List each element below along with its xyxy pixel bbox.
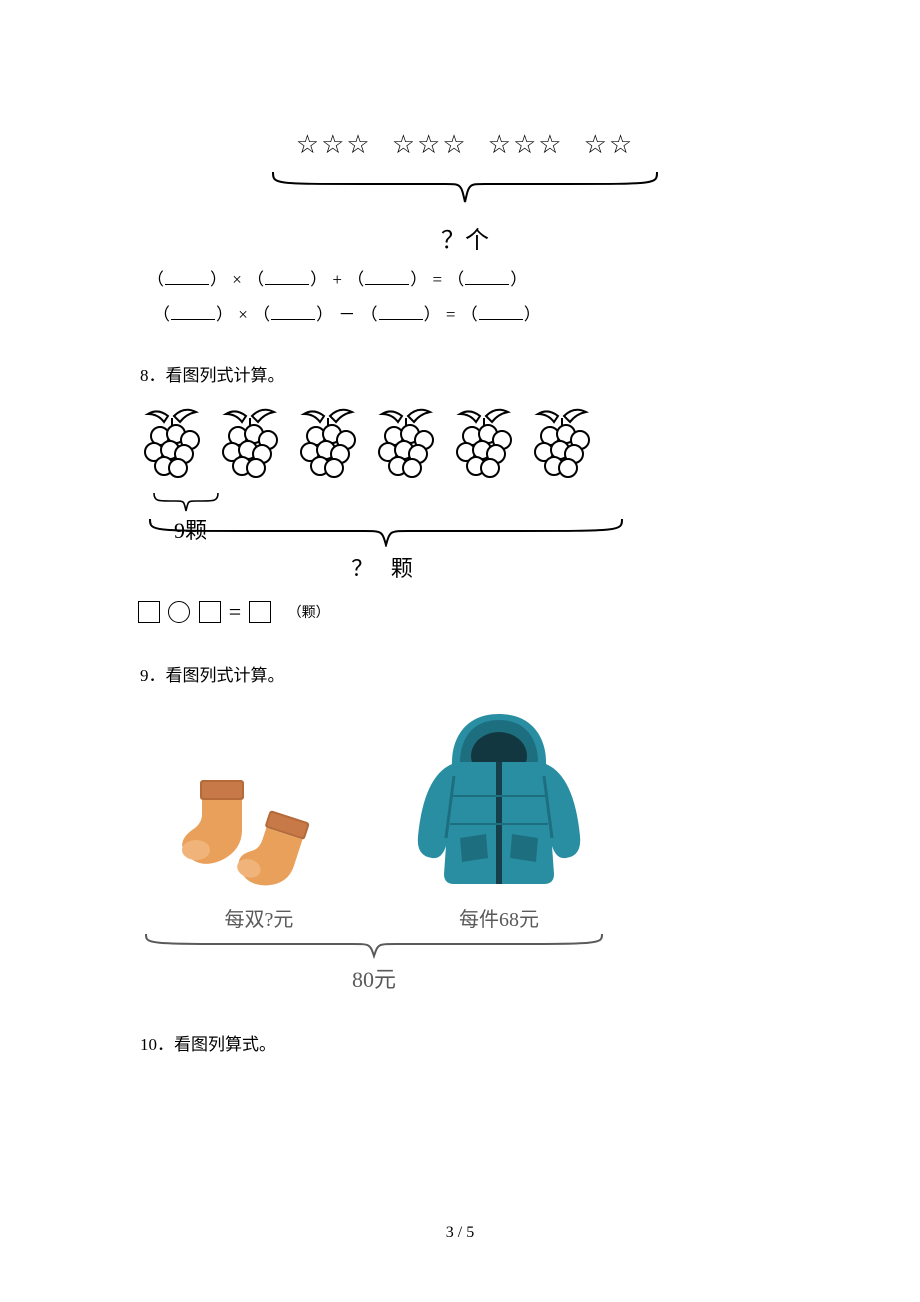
answer-box[interactable] xyxy=(138,601,160,623)
q8-answer-line: = （颗） xyxy=(136,599,790,625)
star-group: ☆☆ xyxy=(584,130,635,160)
answer-box[interactable] xyxy=(199,601,221,623)
grape-bunch-icon xyxy=(290,406,372,493)
blank[interactable] xyxy=(171,303,215,320)
blank[interactable] xyxy=(271,303,315,320)
jacket-icon xyxy=(404,706,594,896)
blank[interactable] xyxy=(365,268,409,285)
q7-brace xyxy=(265,168,665,212)
q9-total-label: 80元 xyxy=(134,962,614,994)
answer-box[interactable] xyxy=(249,601,271,623)
grape-bunch-icon xyxy=(368,406,450,493)
q10-title: 10．看图列算式。 xyxy=(140,1030,790,1055)
star-group: ☆☆☆ xyxy=(392,130,468,160)
blank[interactable] xyxy=(465,268,509,285)
q9-brace xyxy=(134,932,614,960)
op-equals: = xyxy=(446,305,456,324)
q8-big-brace xyxy=(140,517,630,547)
q7-equation-1: （） × （） + （） = （） xyxy=(140,265,790,290)
q8-title: 8．看图列式计算。 xyxy=(140,361,790,386)
q9-title: 9．看图列式计算。 xyxy=(140,661,790,686)
blank[interactable] xyxy=(165,268,209,285)
q7-equation-2: （） × （） － （） = （） xyxy=(140,300,790,325)
q7-count-label: ？个 xyxy=(140,220,790,255)
star-group: ☆☆☆ xyxy=(296,130,372,160)
grape-bunch-icon xyxy=(134,406,216,493)
jacket-cell xyxy=(384,706,614,901)
q7-figure: ☆☆☆☆☆☆☆☆☆☆☆ ？个 xyxy=(140,130,790,255)
answer-op-circle[interactable] xyxy=(168,601,190,623)
op-multiply: × xyxy=(232,270,242,289)
q8-total-label: ？ 颗 xyxy=(140,551,630,583)
blank[interactable] xyxy=(265,268,309,285)
star-group: ☆☆☆ xyxy=(488,130,564,160)
op-equals: = xyxy=(432,270,442,289)
op-equals: = xyxy=(229,599,241,625)
grapes-row xyxy=(136,406,790,493)
grape-bunch-icon xyxy=(212,406,294,493)
sock-price-label: 每双?元 xyxy=(134,903,384,932)
q8-figure: 9颗 ？ 颗 xyxy=(140,406,790,583)
q9-figure: 每双?元 每件68元 80元 xyxy=(134,706,790,994)
op-plus: + xyxy=(332,270,342,289)
socks-cell xyxy=(134,766,384,901)
worksheet-page: ☆☆☆☆☆☆☆☆☆☆☆ ？个 （） × （） + （） = （） （） × （）… xyxy=(0,0,920,1302)
page-number: 3 / 5 xyxy=(0,1224,920,1242)
grape-bunch-icon xyxy=(524,406,606,493)
blank[interactable] xyxy=(479,303,523,320)
socks-icon xyxy=(174,766,344,896)
q8-unit: （颗） xyxy=(288,606,330,621)
grape-bunch-icon xyxy=(446,406,528,493)
op-multiply: × xyxy=(238,305,248,324)
star-row: ☆☆☆☆☆☆☆☆☆☆☆ xyxy=(140,130,790,160)
blank[interactable] xyxy=(379,303,423,320)
op-minus: － xyxy=(338,305,355,324)
jacket-price-label: 每件68元 xyxy=(384,903,614,932)
